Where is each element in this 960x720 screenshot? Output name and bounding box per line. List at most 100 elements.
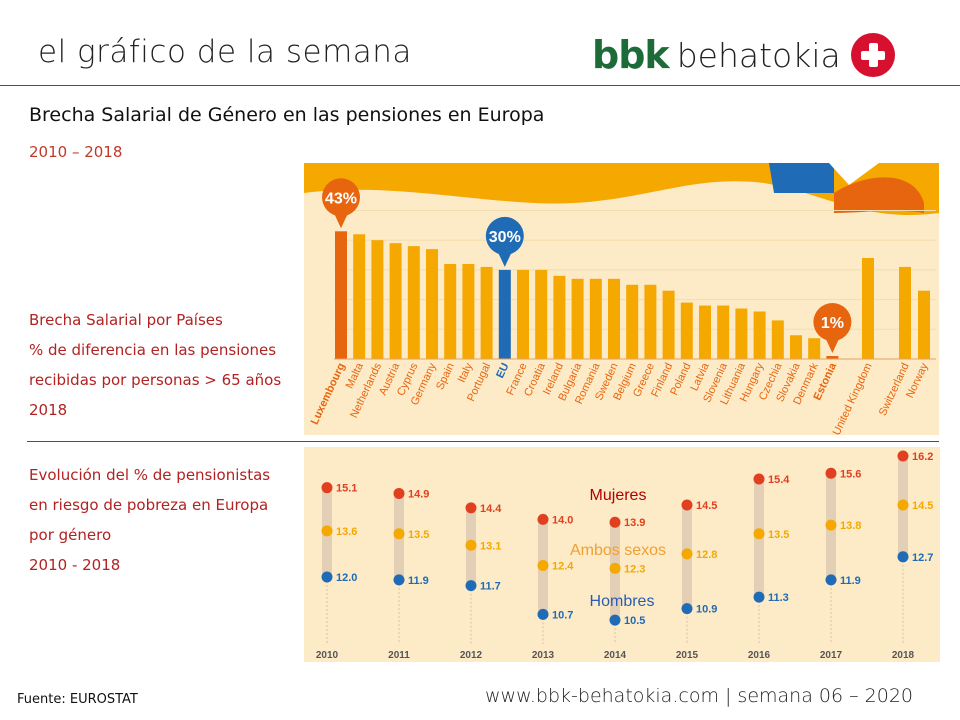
- data-label: 12.4: [552, 560, 574, 572]
- data-label: 13.5: [768, 529, 789, 541]
- bar-croatia: [535, 269, 548, 359]
- data-label: 11.3: [768, 592, 789, 604]
- data-label: 11.9: [840, 575, 861, 587]
- data-label: 12.3: [624, 563, 645, 575]
- bar-finland: [662, 290, 675, 359]
- bar-ireland: [553, 275, 566, 359]
- dot-mujeres: [897, 450, 909, 462]
- dot-mujeres: [393, 487, 405, 499]
- dot-ambos-sexos: [753, 528, 765, 540]
- bar-cyprus: [407, 246, 420, 359]
- logo-bbk: bbk: [592, 33, 670, 77]
- dot-hombres: [537, 608, 549, 620]
- data-label: 14.5: [912, 500, 933, 512]
- bar-greece: [644, 284, 657, 359]
- data-label: 11.7: [480, 581, 501, 593]
- header-divider: [0, 85, 960, 86]
- bar-estonia: [826, 356, 839, 359]
- bar-norway: [918, 290, 930, 359]
- data-label: 14.5: [696, 500, 717, 512]
- data-label: 13.1: [480, 540, 501, 552]
- chart-title: Brecha Salarial de Género en las pension…: [29, 104, 545, 126]
- section2-line: 2010 - 2018: [29, 556, 121, 574]
- callout-label: 43%: [325, 190, 357, 207]
- tick-label: EU: [494, 361, 511, 380]
- data-label: 15.1: [336, 483, 357, 495]
- data-label: 13.6: [336, 526, 357, 538]
- decorative-speech-bubble: [829, 163, 879, 185]
- bar-austria: [389, 243, 402, 359]
- dot-mujeres: [681, 499, 693, 511]
- dot-ambos-sexos: [825, 519, 837, 531]
- bar-italy: [462, 263, 475, 359]
- bar-france: [517, 269, 529, 359]
- bar-luxembourg: [335, 231, 347, 359]
- legend-mujeres: Mujeres: [590, 487, 647, 504]
- dot-hombres: [681, 603, 693, 615]
- year-label: 2017: [820, 650, 843, 661]
- dot-ambos-sexos: [393, 528, 405, 540]
- dot-hombres: [321, 571, 333, 583]
- bar-romania: [589, 278, 602, 359]
- footer-website-week: www.bbk-behatokia.com | semana 06 – 2020: [485, 685, 914, 707]
- section2-line: por género: [29, 526, 112, 544]
- dot-hombres: [393, 574, 405, 586]
- dot-hombres: [825, 574, 837, 586]
- dot-ambos-sexos: [609, 562, 621, 574]
- dot-mujeres: [321, 482, 333, 494]
- section2-line: en riesgo de pobreza en Europa: [29, 496, 269, 514]
- data-label: 10.7: [552, 609, 573, 621]
- bar-latvia: [699, 305, 711, 359]
- period-label: 2010 – 2018: [29, 143, 123, 161]
- bar-lithuania: [735, 308, 748, 359]
- data-label: 14.4: [480, 503, 502, 515]
- bar-eu: [498, 269, 511, 359]
- slide-title: el gráfico de la semana: [38, 34, 412, 70]
- logo-behatokia: behatokia: [676, 35, 841, 75]
- dot-chart-poverty-risk: 2010 2011 2012 2013 2014 2015 2016 2017 2018 15.1…: [304, 447, 940, 662]
- bar-hungary: [753, 311, 766, 359]
- callout-pointer: [825, 338, 840, 354]
- data-label: 12.7: [912, 552, 933, 564]
- callout-bubble: [813, 303, 852, 342]
- dot-mujeres: [537, 513, 549, 525]
- bar-denmark: [808, 338, 821, 359]
- data-label: 15.6: [840, 468, 861, 480]
- source-note: Fuente: EUROSTAT: [17, 692, 138, 707]
- bar-bulgaria: [571, 278, 584, 359]
- section1-line: % de diferencia en las pensiones: [29, 341, 277, 359]
- dot-hombres: [753, 591, 765, 603]
- dot-ambos-sexos: [321, 525, 333, 537]
- bar-spain: [444, 263, 457, 359]
- section1-description: Brecha Salarial por Países % de diferenc…: [29, 305, 281, 425]
- callout-bubble: [485, 216, 524, 255]
- dot-mujeres: [609, 516, 621, 528]
- dot-ambos-sexos: [465, 539, 477, 551]
- cross-icon: [850, 33, 895, 77]
- dot-mujeres: [753, 473, 765, 485]
- data-label: 10.5: [624, 615, 645, 627]
- data-label: 13.5: [408, 529, 429, 541]
- data-label: 13.8: [840, 520, 861, 532]
- year-label: 2011: [388, 650, 410, 661]
- bar-czechia: [771, 320, 784, 359]
- data-label: 12.0: [336, 572, 357, 584]
- data-label: 16.2: [912, 451, 933, 463]
- callout-label: 30%: [489, 229, 521, 246]
- bar-netherlands: [371, 240, 384, 359]
- year-label: 2016: [748, 650, 771, 661]
- bar-poland: [680, 302, 693, 359]
- bbk-behatokia-logo: bbk behatokia: [592, 32, 895, 78]
- callout-pointer: [497, 251, 512, 267]
- dot-hombres: [465, 580, 477, 592]
- year-label: 2018: [892, 650, 915, 661]
- data-label: 14.0: [552, 514, 573, 526]
- data-label: 11.9: [408, 575, 429, 587]
- year-label: 2014: [604, 650, 627, 661]
- bar-germany: [426, 249, 438, 359]
- bar-belgium: [626, 284, 639, 359]
- section-divider: [27, 441, 939, 442]
- section2-description: Evolución del % de pensionistas en riesg…: [29, 460, 270, 580]
- data-label: 10.9: [696, 604, 717, 616]
- dot-mujeres: [465, 502, 477, 514]
